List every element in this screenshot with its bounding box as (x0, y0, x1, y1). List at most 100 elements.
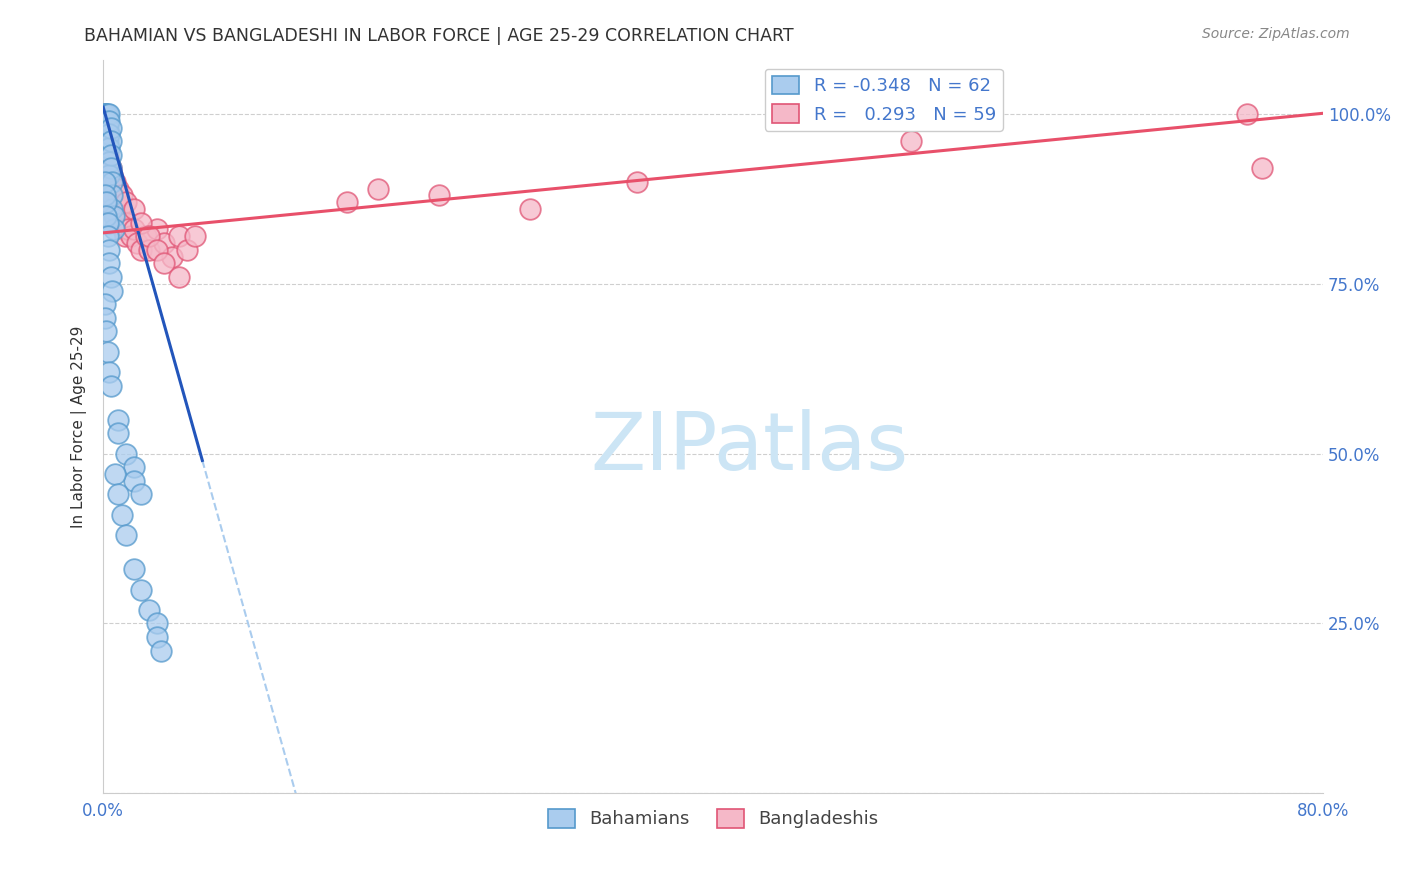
Point (98, 141, 121, 155)
Point (93, 113, 115, 128)
Point (131, 582, 153, 597)
Point (96, 188, 118, 202)
Point (93, 107, 115, 121)
Point (138, 243, 160, 257)
Point (427, 188, 450, 202)
Point (115, 528, 138, 542)
Point (145, 616, 167, 631)
Point (120, 229, 142, 244)
Point (135, 229, 157, 244)
Point (107, 188, 129, 202)
Point (107, 412, 129, 426)
Point (122, 202, 145, 216)
Point (100, 378, 122, 392)
Point (145, 222, 167, 236)
Point (101, 202, 124, 216)
Point (93, 297, 115, 311)
Point (336, 195, 359, 210)
Point (103, 182, 125, 196)
Point (110, 216, 132, 230)
Point (100, 161, 122, 176)
Point (97, 216, 120, 230)
Point (96, 324, 118, 338)
Point (97, 120, 120, 135)
Point (100, 161, 122, 176)
Point (169, 270, 191, 285)
Point (97, 182, 120, 196)
Point (96, 209, 118, 223)
Point (93, 310, 115, 325)
Point (93, 175, 115, 189)
Legend: Bahamians, Bangladeshis: Bahamians, Bangladeshis (541, 802, 886, 836)
Point (93, 175, 115, 189)
Point (96, 195, 118, 210)
Point (107, 182, 129, 196)
Text: Source: ZipAtlas.com: Source: ZipAtlas.com (1202, 27, 1350, 41)
Point (107, 209, 129, 223)
Point (153, 235, 176, 250)
Point (96, 128, 118, 142)
Point (96, 120, 118, 135)
Point (101, 188, 124, 202)
Point (97, 229, 120, 244)
Point (101, 284, 124, 298)
Point (117, 222, 139, 236)
Point (519, 202, 541, 216)
Point (98, 154, 121, 169)
Point (150, 643, 173, 657)
Point (98, 195, 121, 210)
Point (96, 141, 118, 155)
Point (122, 562, 145, 576)
Point (98, 243, 121, 257)
Point (122, 474, 145, 488)
Point (97, 134, 120, 148)
Point (110, 508, 132, 522)
Point (145, 243, 167, 257)
Point (160, 250, 183, 264)
Point (115, 216, 138, 230)
Point (100, 120, 122, 135)
Point (100, 134, 122, 148)
Point (97, 141, 120, 155)
Point (112, 222, 135, 236)
Point (101, 195, 124, 210)
Point (93, 188, 115, 202)
Point (98, 128, 121, 142)
Point (114, 229, 136, 244)
Point (96, 168, 118, 182)
Point (98, 256, 121, 270)
Point (145, 630, 167, 644)
Point (176, 243, 198, 257)
Point (153, 256, 176, 270)
Y-axis label: In Labor Force | Age 25-29: In Labor Force | Age 25-29 (72, 326, 87, 528)
Point (96, 107, 118, 121)
Point (104, 467, 127, 481)
Point (107, 487, 129, 501)
Point (101, 175, 124, 189)
Point (105, 195, 128, 210)
Point (131, 216, 153, 230)
Point (97, 128, 120, 142)
Point (104, 188, 127, 202)
Point (103, 222, 125, 236)
Point (110, 188, 132, 202)
Point (93, 107, 115, 121)
Point (125, 235, 148, 250)
Point (98, 168, 121, 182)
Point (115, 195, 138, 210)
Point (100, 188, 122, 202)
Point (97, 113, 120, 128)
Point (115, 447, 138, 461)
Point (1251, 161, 1274, 176)
Point (93, 107, 115, 121)
Point (900, 134, 922, 148)
Point (367, 182, 389, 196)
Text: BAHAMIAN VS BANGLADESHI IN LABOR FORCE | AGE 25-29 CORRELATION CHART: BAHAMIAN VS BANGLADESHI IN LABOR FORCE |… (84, 27, 794, 45)
Point (183, 229, 205, 244)
Point (138, 603, 160, 617)
Point (101, 175, 124, 189)
Point (98, 113, 121, 128)
Point (169, 229, 191, 244)
Point (122, 222, 145, 236)
Point (96, 113, 118, 128)
